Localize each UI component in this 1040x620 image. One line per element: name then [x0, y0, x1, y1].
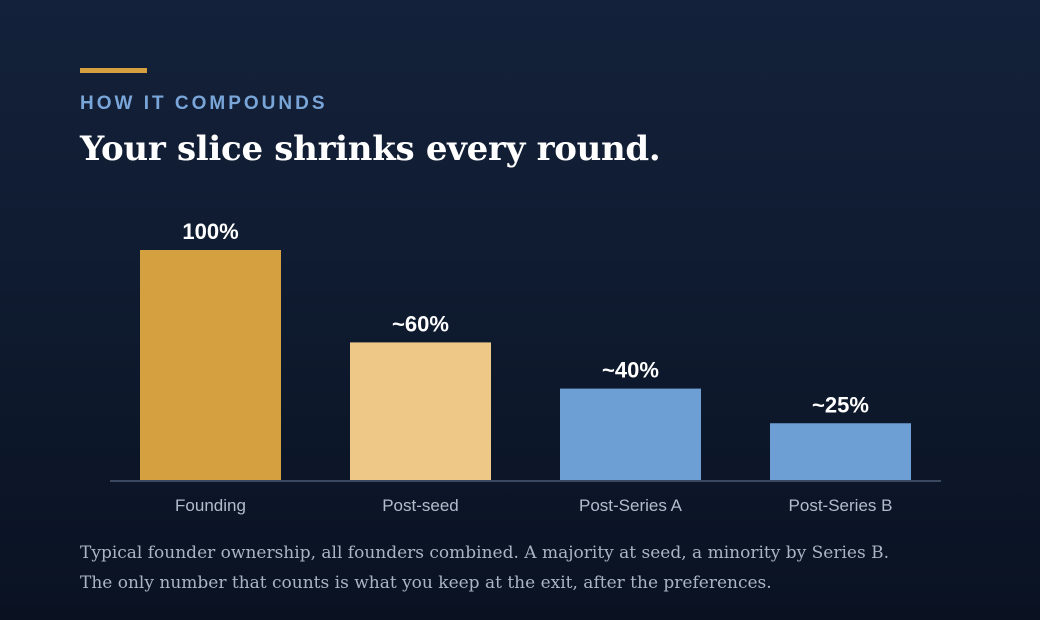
bar-2: [560, 388, 701, 481]
accent-bar: [80, 68, 147, 73]
section-eyebrow: HOW IT COMPOUNDS: [80, 93, 328, 114]
bar-value-label-3: ~25%: [812, 392, 869, 417]
x-tick-label-1: Post-seed: [382, 496, 459, 515]
bar-value-label-2: ~40%: [602, 358, 659, 383]
x-tick-label-0: Founding: [175, 496, 246, 515]
chart-headline: Your slice shrinks every round.: [80, 129, 661, 169]
caption-line-2: The only number that counts is what you …: [80, 573, 772, 593]
bar-value-label-1: ~60%: [392, 311, 449, 336]
bar-1: [350, 342, 491, 481]
chart-caption: Typical founder ownership, all founders …: [80, 538, 980, 598]
bar-0: [140, 250, 281, 481]
x-tick-label-3: Post-Series B: [789, 496, 893, 515]
bar-3: [770, 423, 911, 481]
bar-value-label-0: 100%: [182, 219, 238, 244]
x-tick-label-2: Post-Series A: [579, 496, 683, 515]
caption-line-1: Typical founder ownership, all founders …: [80, 543, 889, 563]
